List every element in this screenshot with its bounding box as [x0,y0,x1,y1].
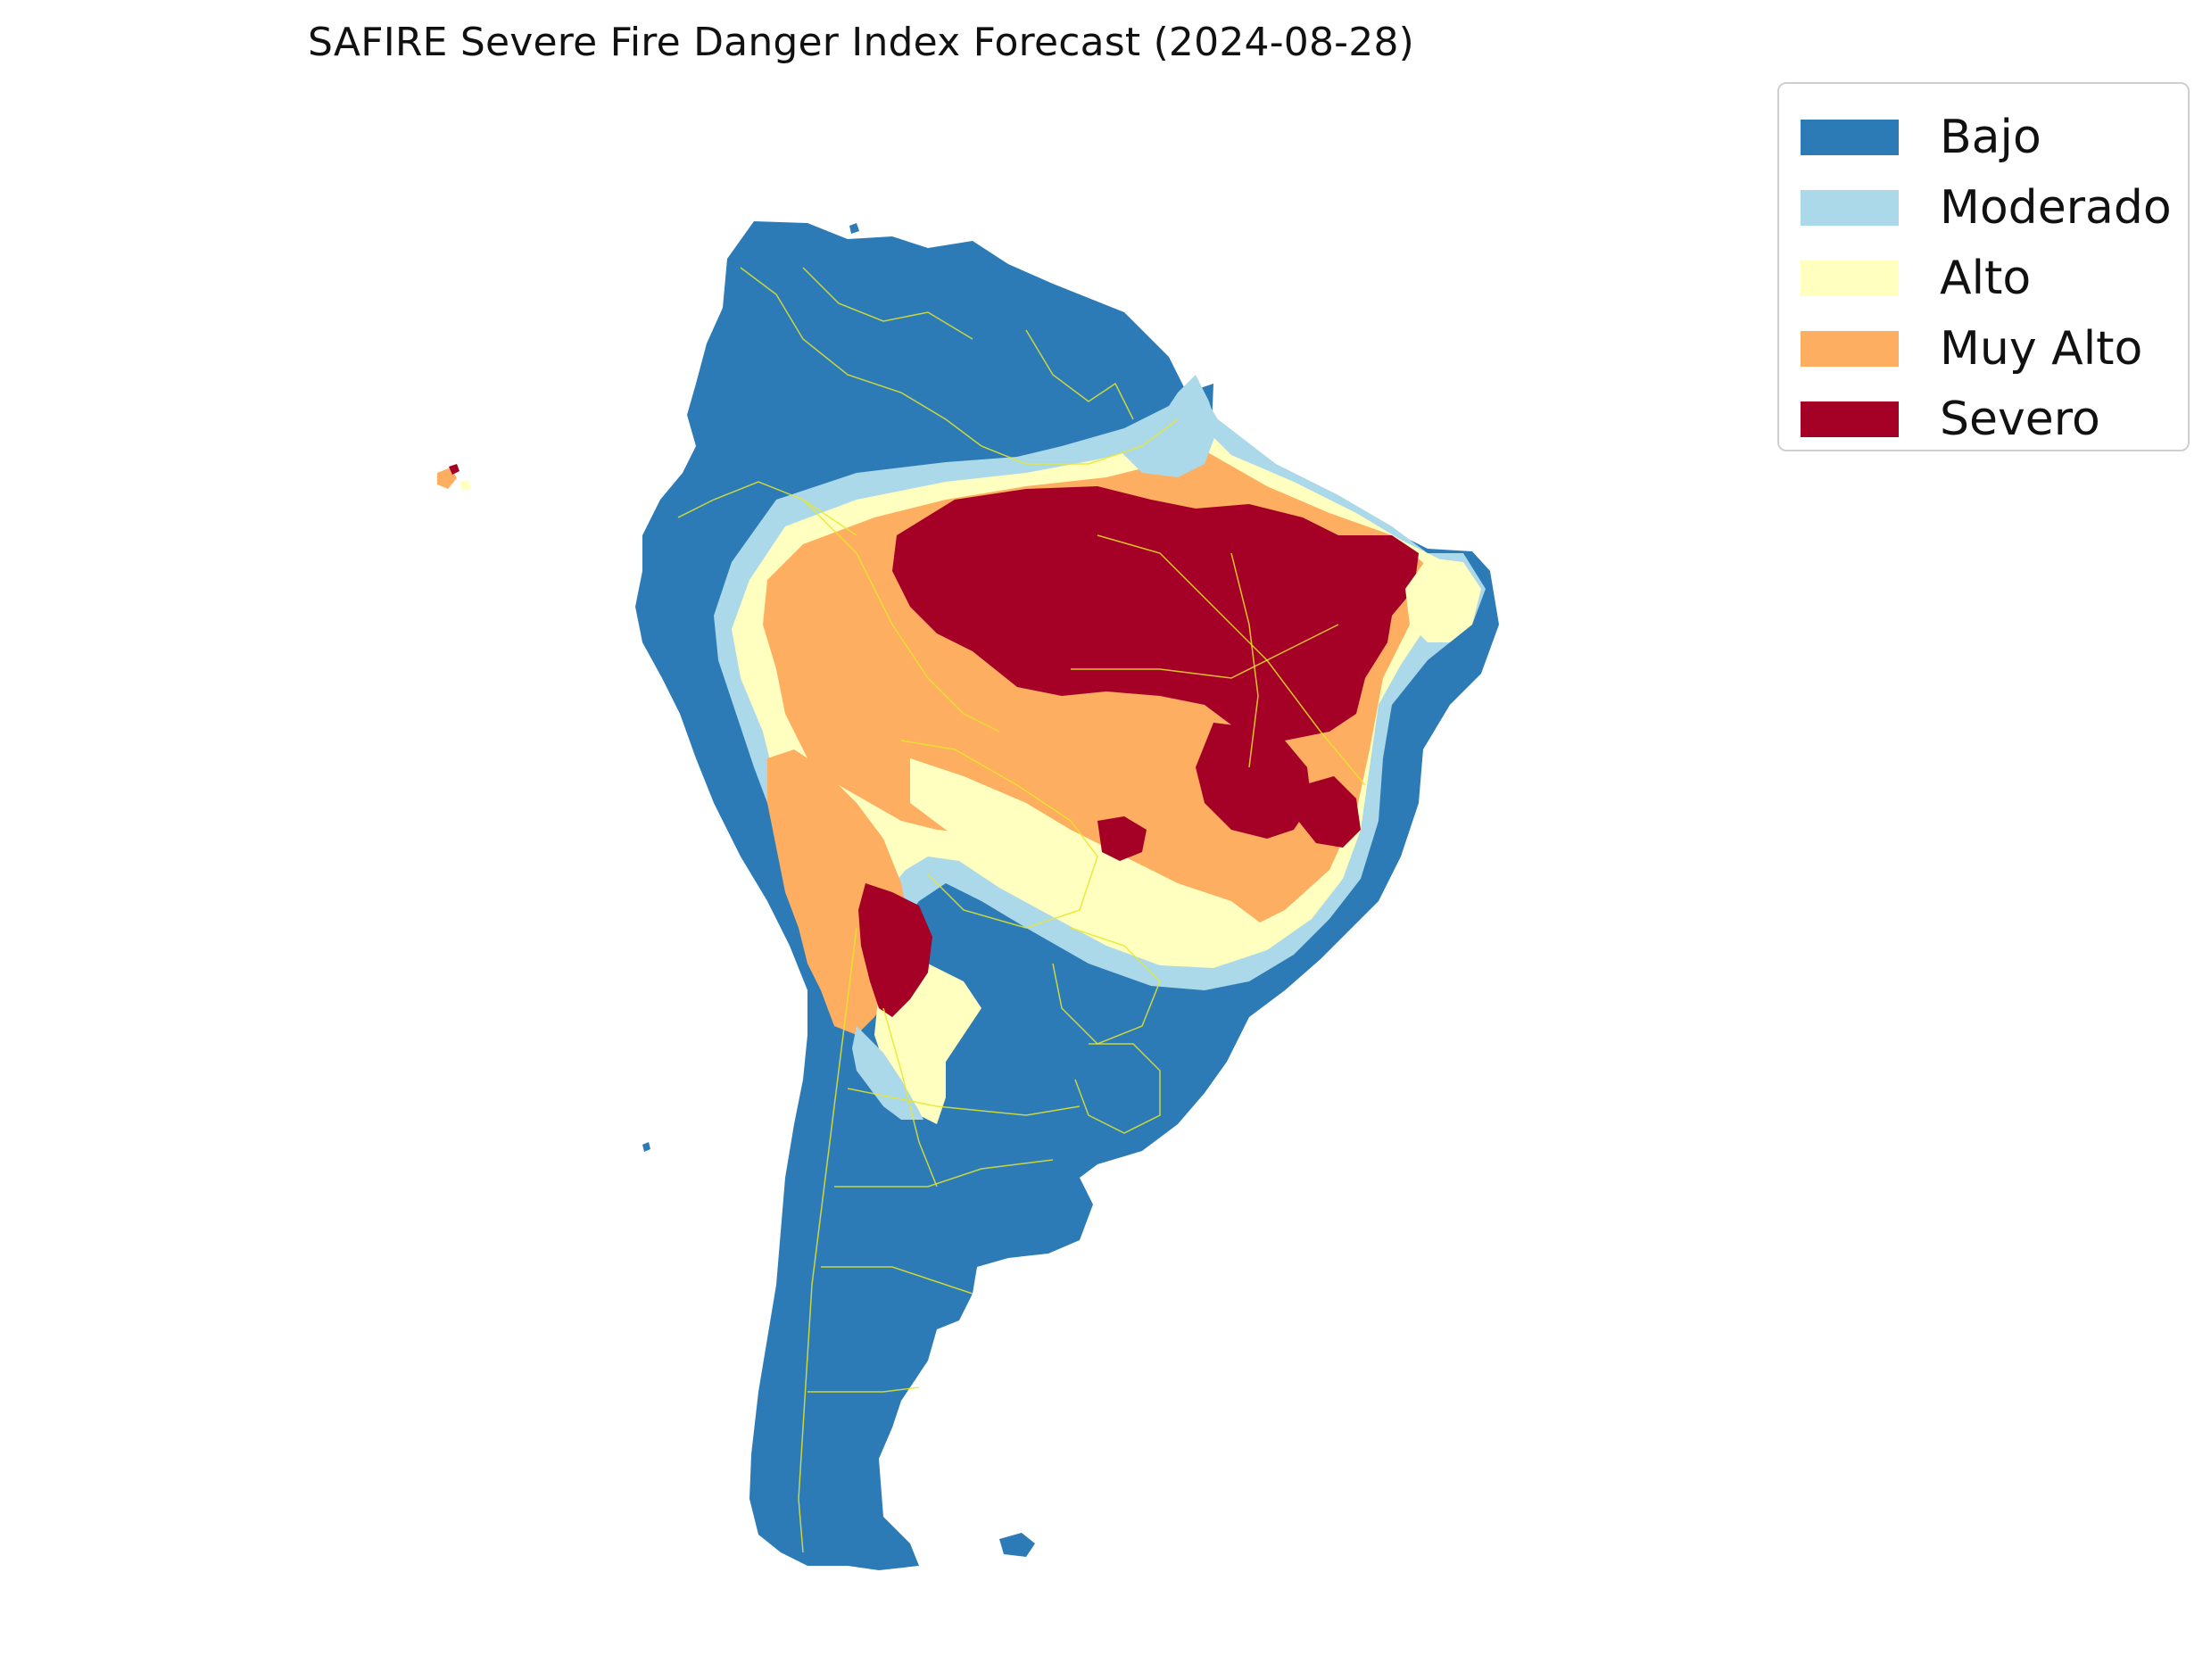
border-argentina-provinces-5 [882,1007,938,1188]
island-falklands [999,1533,1035,1557]
border-paraguay [1052,927,1161,1045]
zone-alto-coastal-northeast [1405,558,1481,642]
legend-swatch-bajo [1801,119,1899,155]
legend-label-muy-alto: Muy Alto [1940,321,2143,376]
legend-swatch-alto [1801,260,1899,296]
zone-severo-andes [858,883,932,1017]
legend-swatch-severo [1801,401,1899,437]
zone-severo-bolivia [1097,816,1147,861]
border-argentina-chile [798,927,857,1553]
island-galapagos-2 [449,464,460,475]
island-trinidad [849,223,859,234]
border-uruguay [1074,1043,1161,1134]
island-galapagos-3 [460,480,471,491]
legend-label-moderado: Moderado [1940,180,2172,235]
legend-entry-severo: Severo [1801,384,2188,454]
legend-entry-muy-alto: Muy Alto [1801,313,2188,384]
border-colombia-venezuela [740,267,982,447]
islands [437,223,1035,1557]
legend-label-alto: Alto [1940,251,2032,305]
border-venezuela-states [802,267,973,340]
political-borders [677,267,1366,1553]
border-argentina-provinces-3 [821,1266,973,1295]
zone-moderado-andes-south [852,1026,923,1120]
island-chiloe-small [642,1142,650,1152]
border-colombia-ecuador-peru [677,481,857,536]
danger-zones [635,221,1499,1570]
map-title: SAFIRE Severe Fire Danger Index Forecast… [307,20,1415,65]
zone-severo-south-brazil [1196,723,1312,839]
zone-severo-amazon [892,486,1419,741]
legend-swatch-moderado [1801,189,1899,226]
legend-entry-moderado: Moderado [1801,172,2188,243]
legend-swatch-muy-alto [1801,330,1899,367]
zone-severo-goias [1298,776,1361,848]
border-brazil-states-3 [1230,552,1259,768]
border-brazil-north [981,418,1179,465]
border-brazil-states-2 [1071,624,1339,679]
border-argentina-provinces-2 [834,1159,1054,1188]
zone-alto-central-band [910,758,1267,946]
border-guianas [1025,329,1134,420]
legend-entry-bajo: Bajo [1801,102,2188,172]
border-argentina-provinces-4 [807,1386,920,1393]
legend-label-bajo: Bajo [1940,110,2041,164]
border-bolivia [900,740,1098,929]
legend-label-severo: Severo [1940,392,2100,446]
legend-entry-alto: Alto [1801,243,2188,313]
border-argentina-provinces-1 [847,1088,1081,1116]
border-brazil-states-1 [1097,534,1366,786]
legend: Bajo Moderado Alto Muy Alto Severo [1777,82,2190,451]
border-peru-brazil [802,499,1000,732]
